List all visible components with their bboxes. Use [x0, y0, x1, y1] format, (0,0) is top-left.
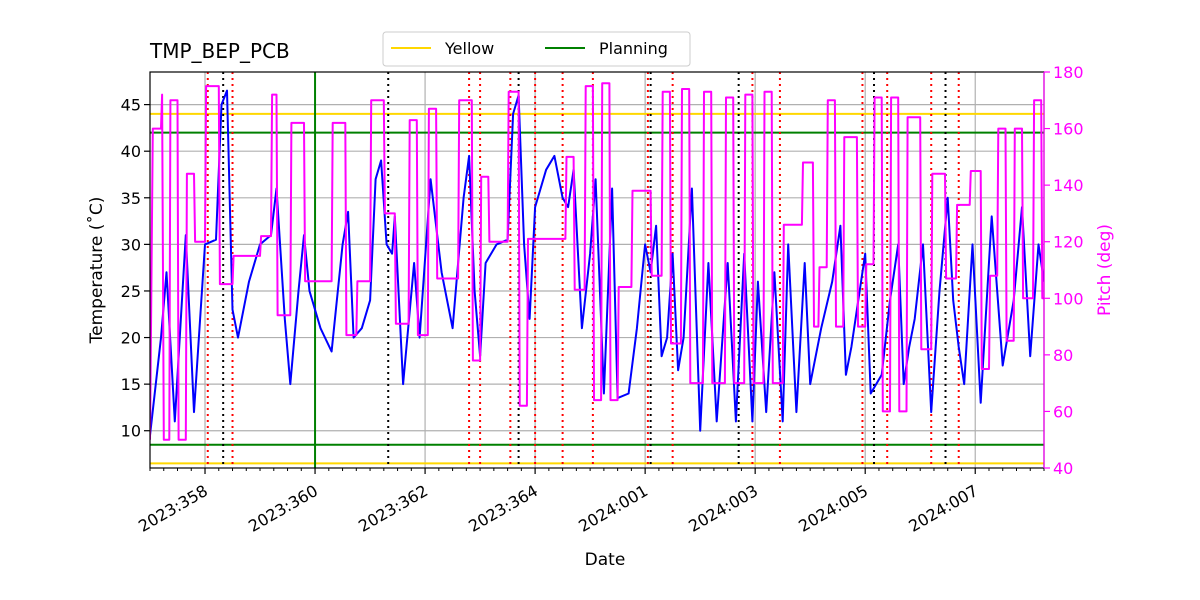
pitch-series-line: [150, 82, 1044, 441]
y-tick-label-6: 40: [121, 142, 141, 161]
y-tick-label-3: 25: [121, 282, 141, 301]
series-layer: [150, 82, 1044, 441]
y-tick-label-0: 10: [121, 422, 141, 441]
y2-tick-label-3: 100: [1053, 289, 1084, 308]
legend: Yellow Planning: [382, 31, 691, 67]
legend-yellow-label: Yellow: [444, 39, 494, 58]
y2-axis-label: Pitch (deg): [1095, 224, 1115, 316]
limit-lines: [150, 72, 1044, 468]
y2-tick-label-7: 180: [1053, 63, 1084, 82]
y-tick-label-2: 20: [121, 329, 141, 348]
y-tick-label-1: 15: [121, 375, 141, 394]
legend-planning-label: Planning: [599, 39, 668, 58]
y2-tick-label-4: 120: [1053, 233, 1084, 252]
y-tick-label-7: 45: [121, 96, 141, 115]
x-axis-label: Date: [585, 550, 626, 570]
y2-tick-label-1: 60: [1053, 402, 1073, 421]
y-tick-label-4: 30: [121, 235, 141, 254]
legend-box: [382, 31, 691, 67]
y2-tick-label-2: 80: [1053, 346, 1073, 365]
y2-tick-label-6: 160: [1053, 120, 1084, 139]
temperature-series-line: [150, 89, 1044, 436]
y-axis-label: Temperature (˚C): [86, 197, 107, 345]
y-tick-label-5: 35: [121, 189, 141, 208]
chart-title: TMP_BEP_PCB: [149, 39, 290, 63]
y2-tick-label-5: 140: [1053, 176, 1084, 195]
y2-tick-label-0: 40: [1053, 459, 1073, 478]
